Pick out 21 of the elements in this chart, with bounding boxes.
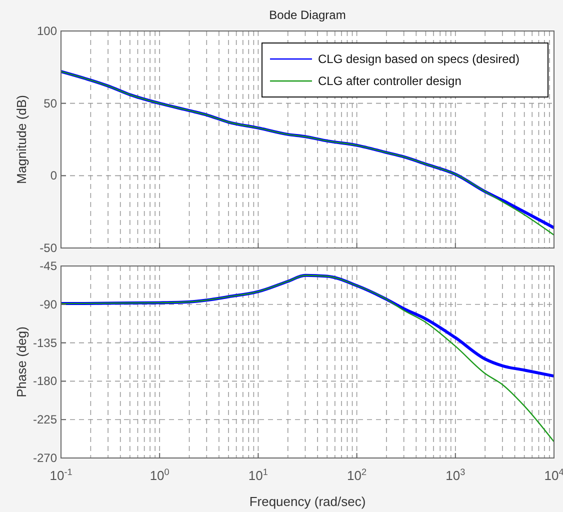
y-tick-label: -270 — [32, 451, 58, 465]
x-tick-label: 10$^{3}$ — [446, 467, 466, 483]
x-tick-label: 10$^{-1}$ — [50, 467, 72, 483]
y-tick-label: 50 — [44, 96, 58, 110]
chart-title: Bode Diagram — [269, 8, 346, 22]
y-tick-label: 100 — [36, 24, 58, 38]
x-tick-label: 10$^{0}$ — [150, 467, 170, 483]
legend-label: CLG after controller design — [318, 74, 462, 88]
x-tick-label: 10$^{1}$ — [248, 467, 268, 483]
y-axis-title: Magnitude (dB) — [14, 95, 29, 184]
legend-label: CLG design based on specs (desired) — [318, 52, 520, 66]
y-tick-label: -50 — [40, 241, 58, 255]
y-tick-label: -45 — [40, 259, 58, 273]
y-axis-title: Phase (deg) — [14, 326, 29, 398]
y-tick-label: -225 — [32, 412, 58, 427]
y-tick-label: 0 — [50, 168, 58, 183]
x-tick-label: 10$^{2}$ — [347, 467, 367, 483]
y-tick-label: -135 — [32, 336, 58, 350]
y-tick-label: -180 — [32, 374, 58, 388]
x-axis-title: Frequency (rad/sec) — [249, 494, 366, 509]
y-tick-label: -90 — [40, 297, 58, 312]
